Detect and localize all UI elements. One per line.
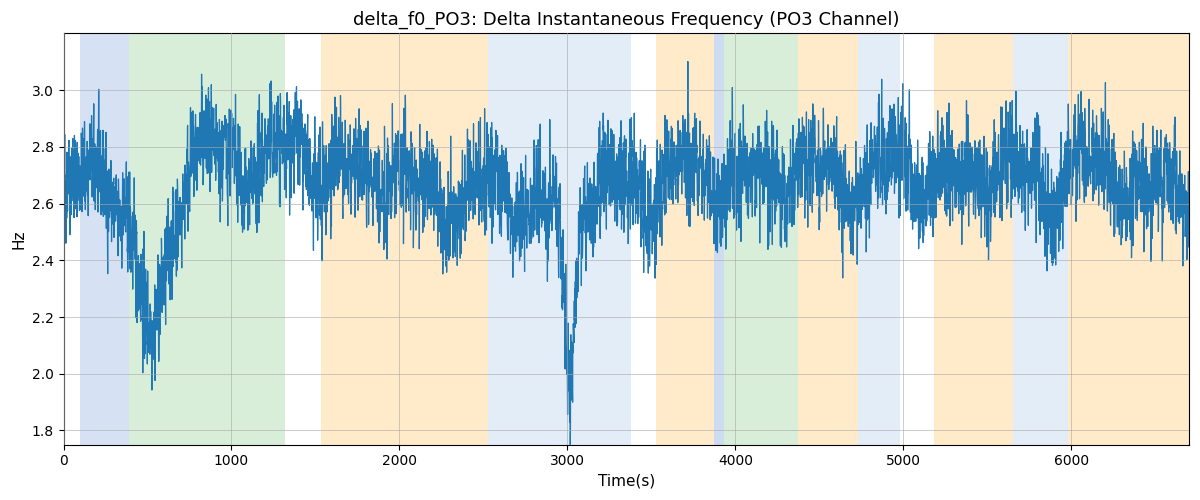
Bar — [80, 34, 130, 445]
Bar — [320, 34, 488, 445]
Bar — [130, 34, 286, 445]
Bar — [488, 34, 631, 445]
Bar — [656, 34, 714, 445]
Bar — [724, 34, 798, 445]
Bar — [1068, 34, 1189, 445]
Title: delta_f0_PO3: Delta Instantaneous Frequency (PO3 Channel): delta_f0_PO3: Delta Instantaneous Freque… — [353, 11, 900, 30]
Bar — [858, 34, 900, 445]
Bar — [798, 34, 858, 445]
Bar — [714, 34, 724, 445]
Bar — [1013, 34, 1068, 445]
Y-axis label: Hz: Hz — [11, 230, 26, 249]
X-axis label: Time(s): Time(s) — [598, 474, 655, 489]
Bar — [934, 34, 1013, 445]
